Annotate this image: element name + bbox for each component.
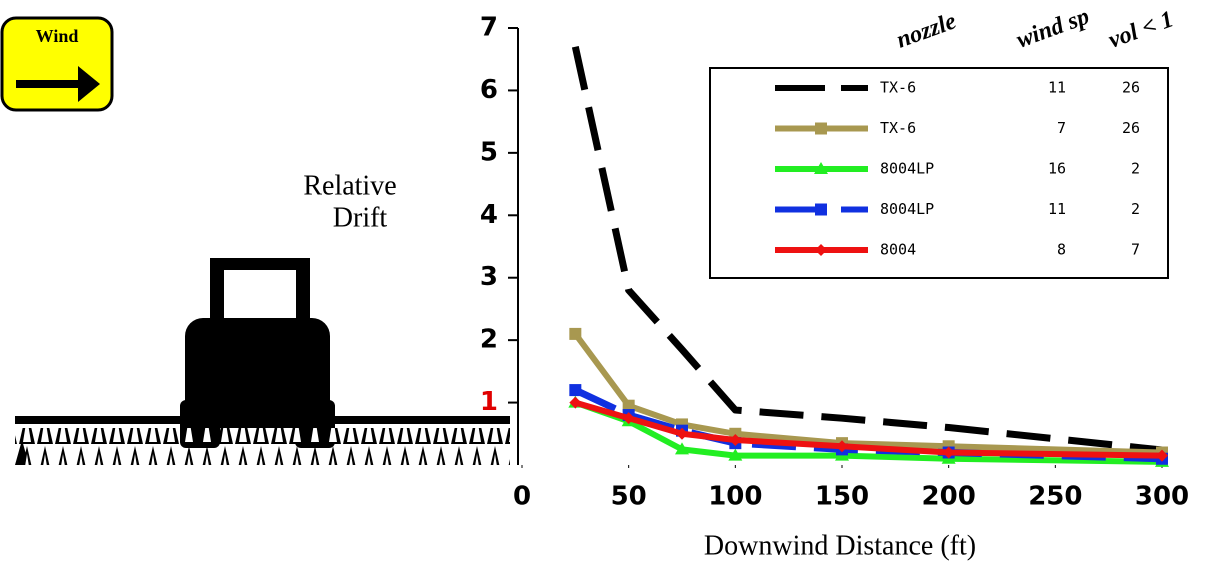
marker: [814, 162, 828, 174]
y-tick-label: 6: [480, 75, 498, 105]
legend-wind: 8: [1057, 241, 1066, 259]
marker: [729, 434, 742, 447]
legend-header: wind sp: [1013, 3, 1093, 53]
tractor: [15, 258, 510, 465]
legend-label: 8004LP: [880, 160, 934, 178]
y-tick-label: 5: [480, 137, 498, 167]
legend-vol: 2: [1131, 160, 1140, 178]
legend-box: [709, 67, 1169, 279]
x-tick-label: 100: [708, 482, 762, 512]
x-label: Downwind Distance (ft): [704, 530, 976, 561]
legend-wind: 11: [1048, 200, 1066, 218]
legend-wind: 7: [1057, 119, 1066, 137]
legend-header: vol < 1: [1105, 6, 1177, 53]
marker: [622, 412, 635, 425]
legend-wind: 11: [1048, 79, 1066, 97]
legend-wind: 16: [1048, 160, 1066, 178]
marker: [569, 384, 582, 397]
y-tick-label: 7: [480, 13, 498, 43]
x-tick-label: 300: [1135, 482, 1189, 512]
marker: [942, 446, 955, 459]
marker: [1156, 449, 1168, 462]
marker: [815, 244, 827, 256]
marker: [815, 203, 827, 216]
x-tick-label: 0: [513, 482, 531, 512]
legend-label: 8004LP: [880, 200, 934, 218]
x-tick-label: 50: [611, 482, 647, 512]
y-label: Drift: [333, 202, 388, 233]
x-tick-label: 200: [922, 482, 976, 512]
y-tick-label: 4: [480, 200, 498, 230]
legend-label: 8004: [880, 241, 916, 259]
marker: [569, 396, 582, 409]
x-tick-label: 250: [1028, 482, 1082, 512]
series-line: [571, 45, 1163, 454]
marker: [676, 427, 688, 440]
legend-vol: 2: [1131, 200, 1140, 218]
y-tick-label: 3: [480, 262, 498, 292]
y-label: Relative: [303, 170, 396, 201]
series-line: [572, 332, 1163, 456]
legend-header: nozzle: [893, 8, 960, 54]
legend-vol: 7: [1131, 241, 1140, 259]
marker: [569, 327, 582, 340]
legend-vol: 26: [1122, 119, 1140, 137]
marker: [815, 122, 827, 135]
y-tick-label: 2: [480, 325, 498, 355]
marker: [728, 448, 743, 461]
legend-vol: 26: [1122, 79, 1140, 97]
legend-label: TX-6: [880, 119, 916, 137]
y-tick-label: 1: [480, 387, 498, 417]
wind-sign: Wind: [0, 16, 114, 112]
marker: [836, 440, 848, 453]
marker: [622, 399, 635, 412]
x-tick-label: 150: [815, 482, 869, 512]
wind-label: Wind: [36, 26, 79, 46]
legend-label: TX-6: [880, 79, 916, 97]
marker: [675, 442, 689, 455]
